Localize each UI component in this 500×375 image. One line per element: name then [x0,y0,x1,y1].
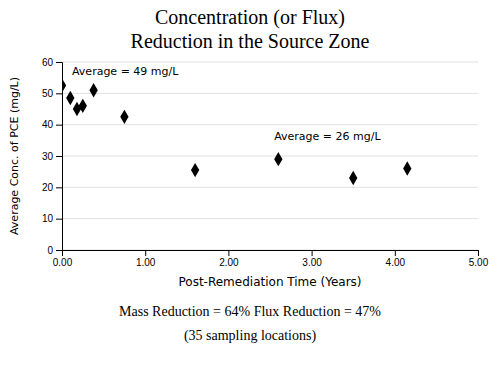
point [191,163,199,177]
chart: 0.00 1.00 2.00 3.00 4.00 5.00 0 10 20 30 40 50 60 Ave… [0,0,500,375]
tick-mark [56,156,62,157]
y-axis-title: Average Conc. of PCE (mg/L) [8,77,21,235]
tick-mark [56,93,62,94]
tick-mark [228,250,229,256]
point [403,161,411,175]
tick-label: 5.00 [469,257,489,268]
tick: 30 [42,151,62,162]
tick-label: 0 [47,245,53,256]
title: Concentration (or Flux) [155,6,345,29]
tick-label: 3.00 [302,257,322,268]
grid-line [62,124,478,125]
axis-line [63,251,479,257]
tick-label: 50 [42,88,54,99]
tick: 20 [42,182,62,193]
tick-label: 2.00 [219,257,239,268]
tick-mark [478,250,479,256]
tick-mark [56,187,62,188]
tick: 0 [47,245,62,256]
annotations: Average = 49 mg/L Average = 26 mg/L [72,65,381,144]
tick-label: 4.00 [386,257,406,268]
grid-line [62,156,478,157]
points [62,78,411,185]
tick: 0.00 [53,250,73,268]
point [66,91,74,105]
tick-label: 10 [42,213,54,224]
grid-line [62,62,478,63]
tick-label: 60 [42,57,54,68]
tick-mark [56,250,62,251]
plot: 0.00 1.00 2.00 3.00 4.00 5.00 0 10 20 30 40 50 60 Ave… [42,57,489,268]
tick-mark [395,250,396,256]
series [62,78,129,124]
point [62,78,66,92]
tick-label: 20 [42,182,54,193]
annotation: Average = 26 mg/L [274,130,381,143]
tick: 1.00 [136,250,156,268]
axis-line [56,63,63,251]
tick: 4.00 [386,250,406,268]
tick-mark [56,219,62,220]
tick-mark [56,125,62,126]
tick-mark [145,250,146,256]
tick-label: 40 [42,119,54,130]
grid [62,62,478,250]
grid-line [62,218,478,219]
grid-line [62,93,478,94]
tick-label: 1.00 [136,257,156,268]
point [120,110,128,124]
tick-mark [312,250,313,256]
tick: 10 [42,213,62,224]
tick: 3.00 [302,250,322,268]
tick-label: 30 [42,151,54,162]
tick: 40 [42,119,62,130]
x-axis-title: Post-Remediation Time (Years) [179,275,362,289]
series [191,152,411,185]
tick-mark [56,62,62,63]
x-axis: 0.00 1.00 2.00 3.00 4.00 5.00 [53,250,489,268]
footer: Mass Reduction = 64% Flux Reduction = 47… [119,304,381,319]
tick: 2.00 [219,250,239,268]
point [89,83,97,97]
footer: (35 sampling locations) [184,328,317,344]
tick-label: 0.00 [53,257,73,268]
subtitle: Reduction in the Source Zone [131,30,370,52]
y-axis: 0 10 20 30 40 50 60 [42,57,63,256]
tick: 60 [42,57,62,68]
point [79,99,87,113]
point [349,171,357,185]
grid-line [62,187,478,188]
tick: 50 [42,88,62,99]
point [274,152,282,166]
tick: 5.00 [469,250,489,268]
annotation: Average = 49 mg/L [72,65,179,78]
